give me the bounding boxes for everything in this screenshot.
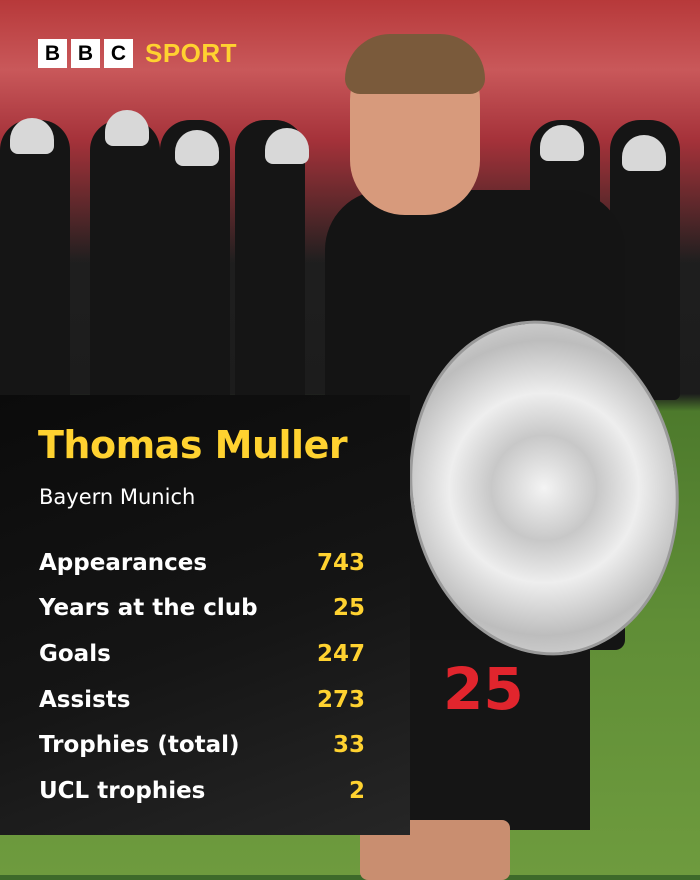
stats-list: Appearances 743 Years at the club 25 Goals… xyxy=(39,540,365,814)
player-name: Thomas Muller xyxy=(38,423,348,467)
stat-value: 2 xyxy=(348,777,365,804)
stats-panel: Thomas Muller Bayern Munich Appearances 7… xyxy=(0,395,410,835)
stat-value: 247 xyxy=(316,640,365,667)
stat-value: 33 xyxy=(332,732,365,759)
stat-label: Goals xyxy=(39,640,111,667)
stat-value: 743 xyxy=(316,549,365,576)
bbc-sport-logo: B B C SPORT xyxy=(38,38,237,69)
stat-row: Years at the club 25 xyxy=(39,586,365,632)
stat-row: Trophies (total) 33 xyxy=(39,722,365,768)
logo-letter: B xyxy=(38,39,67,68)
stat-row: Goals 247 xyxy=(39,631,365,677)
stat-label: Years at the club xyxy=(39,595,258,622)
stat-row: UCL trophies 2 xyxy=(39,768,365,814)
logo-letter: C xyxy=(104,39,133,68)
logo-letter: B xyxy=(71,39,100,68)
stat-value: 25 xyxy=(332,595,365,622)
stat-label: Assists xyxy=(39,686,131,713)
stat-row: Assists 273 xyxy=(39,677,365,723)
logo-sport: SPORT xyxy=(145,38,238,68)
shirt-number: 25 xyxy=(443,655,524,723)
stat-label: UCL trophies xyxy=(39,777,206,804)
club-name: Bayern Munich xyxy=(39,485,196,509)
stat-label: Appearances xyxy=(39,549,208,576)
stat-value: 273 xyxy=(316,686,365,713)
stat-label: Trophies (total) xyxy=(39,732,240,759)
stat-row: Appearances 743 xyxy=(39,540,365,586)
